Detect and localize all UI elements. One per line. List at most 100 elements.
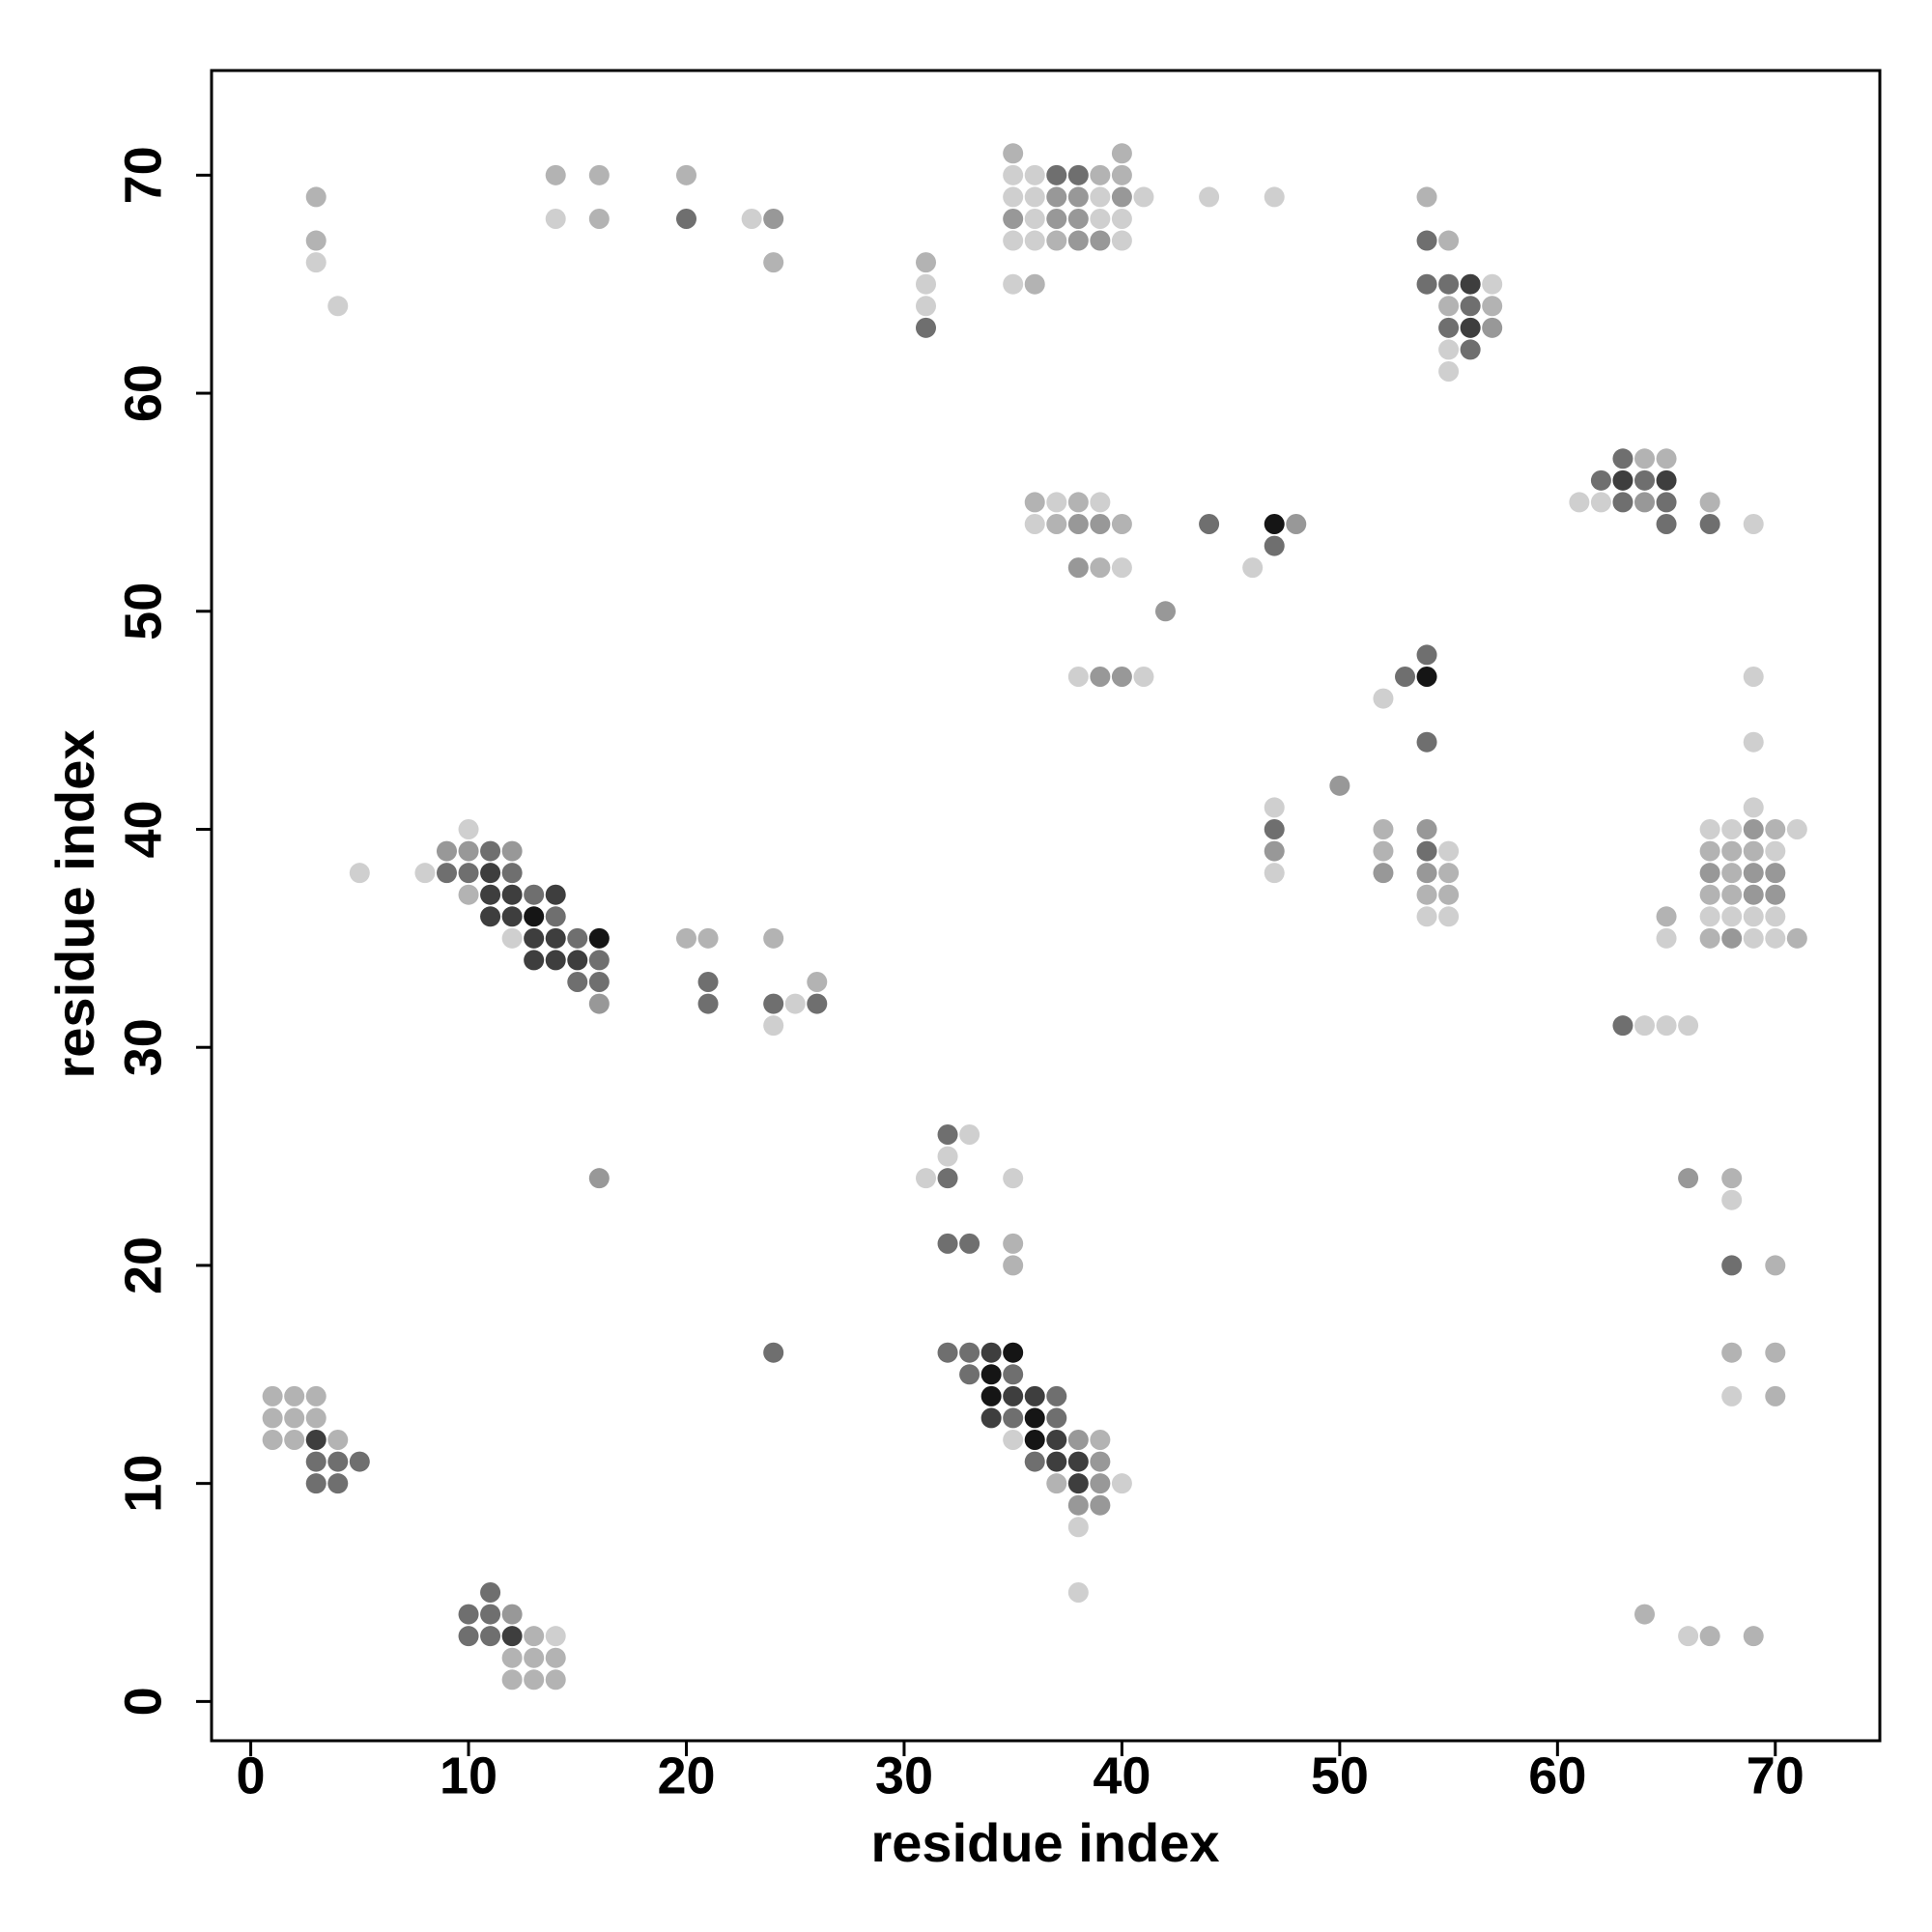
x-axis-title: residue index (870, 1812, 1219, 1873)
contact-point (1003, 208, 1024, 229)
contact-point (959, 1124, 980, 1146)
contact-point (480, 863, 501, 884)
contact-point (1482, 296, 1503, 317)
y-tick-label: 60 (114, 364, 172, 422)
contact-point (1046, 1430, 1067, 1451)
contact-point (915, 296, 936, 317)
contact-point (1090, 492, 1111, 513)
contact-point (545, 927, 566, 949)
contact-point (545, 884, 566, 905)
y-tick-label: 40 (114, 800, 172, 858)
contact-point (1199, 186, 1220, 208)
contact-point (1765, 818, 1786, 839)
contact-point (1721, 840, 1743, 862)
contact-point (1067, 208, 1089, 229)
contact-point (262, 1407, 283, 1429)
contact-point (458, 1604, 479, 1625)
contact-point (1656, 469, 1677, 491)
contact-point (1699, 1626, 1720, 1647)
contact-point (567, 972, 588, 993)
contact-point (1024, 513, 1045, 534)
contact-point (1721, 1342, 1743, 1363)
contact-point (1721, 906, 1743, 927)
contact-point (784, 993, 806, 1014)
contact-point (1264, 863, 1285, 884)
contact-point (1765, 840, 1786, 862)
contact-point (524, 927, 545, 949)
contact-point (1003, 1407, 1024, 1429)
contact-point (545, 906, 566, 927)
contact-point (1024, 164, 1045, 185)
contact-point (1438, 360, 1460, 382)
contact-point (1460, 339, 1481, 360)
contact-point (1003, 230, 1024, 251)
contact-point (1046, 208, 1067, 229)
contact-point (807, 993, 828, 1014)
x-tick-label: 30 (875, 1747, 933, 1804)
contact-point (327, 1473, 349, 1494)
contact-point (1111, 666, 1132, 687)
contact-point (1090, 164, 1111, 185)
contact-point (1656, 927, 1677, 949)
contact-point (1699, 840, 1720, 862)
contact-point (1634, 1015, 1656, 1037)
contact-point (327, 1430, 349, 1451)
contact-point (1003, 1364, 1024, 1385)
contact-point (480, 1582, 501, 1604)
contact-point (1743, 513, 1764, 534)
contact-point (1743, 818, 1764, 839)
contact-point (1416, 884, 1437, 905)
contact-point (1656, 513, 1677, 534)
contact-point (305, 230, 327, 251)
contact-point (675, 164, 696, 185)
contact-point (1786, 818, 1807, 839)
contact-point (1024, 492, 1045, 513)
contact-point (1046, 492, 1067, 513)
contact-point (1634, 492, 1656, 513)
contact-point (937, 1342, 958, 1363)
contact-point (675, 927, 696, 949)
contact-point (305, 1407, 327, 1429)
contact-point (458, 818, 479, 839)
contact-point (501, 1647, 523, 1668)
contact-point (1416, 863, 1437, 884)
contact-point (1438, 339, 1460, 360)
contact-point (501, 840, 523, 862)
contact-point (480, 1626, 501, 1647)
contact-point (1046, 1385, 1067, 1406)
y-tick-label: 0 (114, 1687, 172, 1716)
contact-point (305, 186, 327, 208)
contact-point (1090, 513, 1111, 534)
contact-point (1612, 469, 1634, 491)
contact-point (1264, 797, 1285, 818)
x-tick-label: 50 (1311, 1747, 1369, 1804)
contact-point (1699, 513, 1720, 534)
contact-point (1438, 906, 1460, 927)
contact-point (524, 906, 545, 927)
contact-point (915, 252, 936, 273)
contact-point (1699, 884, 1720, 905)
contact-point (414, 863, 436, 884)
contact-point (1395, 666, 1416, 687)
contact-point (1111, 186, 1132, 208)
contact-point (1743, 927, 1764, 949)
contact-point (1721, 1385, 1743, 1406)
contact-point (763, 993, 784, 1014)
y-tick-label: 50 (114, 582, 172, 640)
contact-point (1373, 818, 1394, 839)
contact-point (545, 1626, 566, 1647)
contact-point (1046, 513, 1067, 534)
contact-point (524, 1647, 545, 1668)
contact-point (284, 1407, 305, 1429)
contact-point (1612, 492, 1634, 513)
contact-point (524, 884, 545, 905)
x-tick-label: 40 (1093, 1747, 1151, 1804)
y-tick-label: 70 (114, 146, 172, 204)
contact-point (1482, 317, 1503, 338)
contact-point (545, 1669, 566, 1690)
contact-point (501, 906, 523, 927)
contact-point (1003, 164, 1024, 185)
contact-point (305, 252, 327, 273)
contact-point (524, 1669, 545, 1690)
contact-point (284, 1430, 305, 1451)
